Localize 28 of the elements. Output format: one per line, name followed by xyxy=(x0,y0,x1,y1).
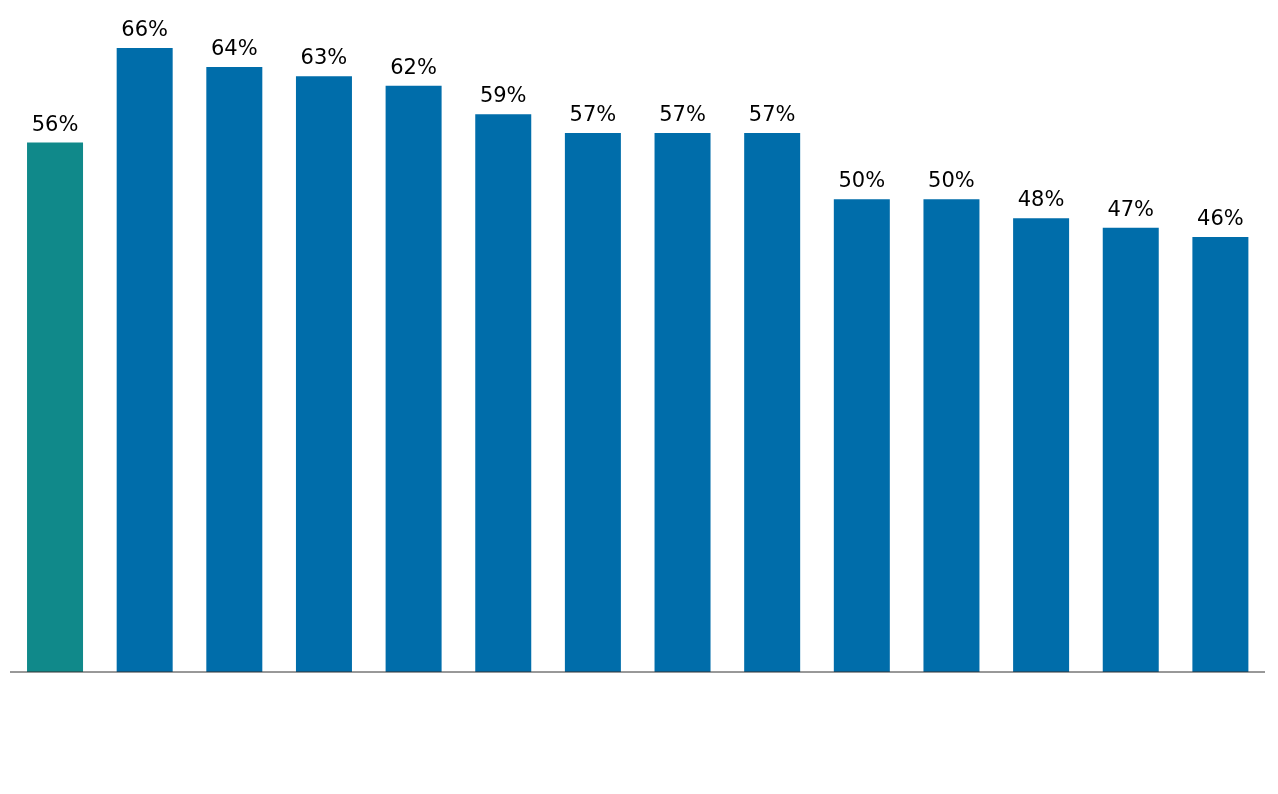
bar xyxy=(295,76,352,672)
data-label: 48% xyxy=(1017,187,1065,212)
bar xyxy=(744,133,801,672)
data-label: 47% xyxy=(1107,196,1155,221)
data-label: 64% xyxy=(210,35,258,60)
bar xyxy=(923,199,980,672)
data-label: 66% xyxy=(121,17,169,41)
data-label: 57% xyxy=(748,102,796,127)
bar xyxy=(1102,227,1159,672)
data-label: 50% xyxy=(838,168,886,193)
bar xyxy=(206,66,263,672)
data-label: 62% xyxy=(390,54,437,79)
bar xyxy=(654,133,711,672)
data-label: 46% xyxy=(1197,206,1244,231)
data-label: 50% xyxy=(928,168,975,193)
bar xyxy=(564,133,621,672)
bar xyxy=(1192,237,1249,672)
bar xyxy=(475,114,532,672)
bar xyxy=(116,48,173,672)
bar xyxy=(833,199,890,672)
bar xyxy=(27,142,84,672)
data-label: 57% xyxy=(659,102,706,127)
bar xyxy=(1013,218,1070,672)
data-label: 56% xyxy=(31,111,79,136)
bar xyxy=(385,85,442,672)
data-label: 57% xyxy=(569,102,617,127)
data-label: 59% xyxy=(479,83,527,108)
data-label: 63% xyxy=(300,45,348,70)
